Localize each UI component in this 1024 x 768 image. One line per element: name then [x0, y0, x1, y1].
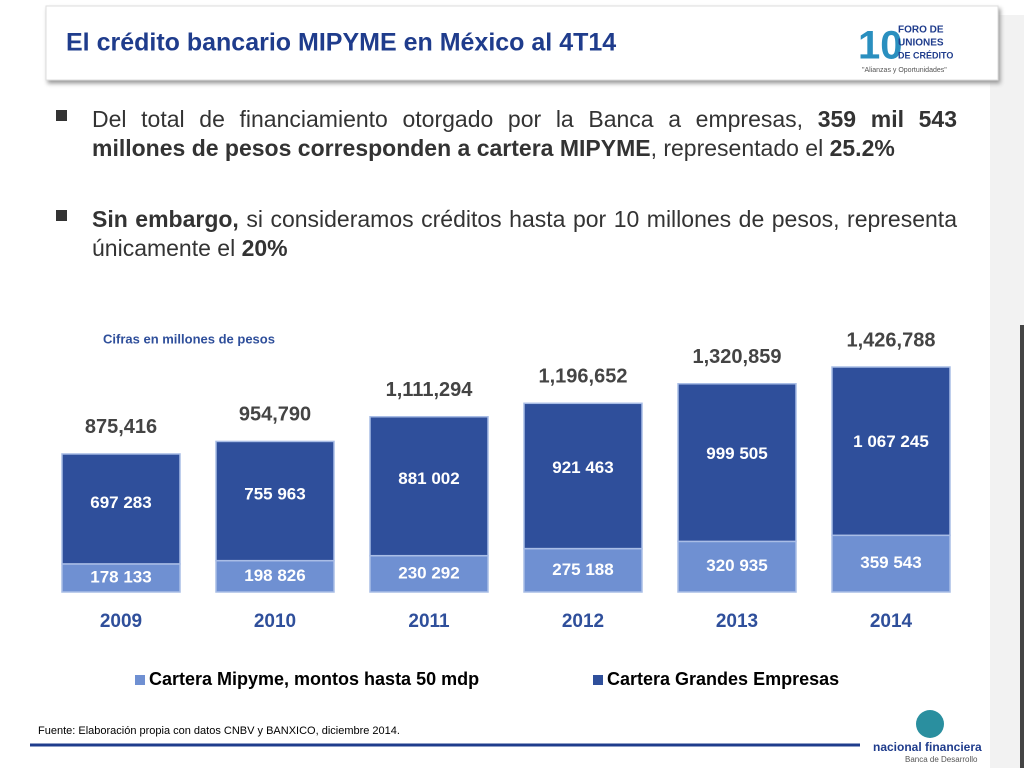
total-label: 875,416 — [85, 416, 157, 438]
bullet: Del total de financiamiento otorgado por… — [92, 105, 957, 163]
data-label: 755 963 — [244, 485, 305, 504]
data-label: 198 826 — [244, 566, 305, 585]
bar-segment — [677, 540, 797, 593]
x-tick-label: 2009 — [100, 611, 142, 632]
total-label: 1,320,859 — [693, 346, 782, 368]
bullet-marker — [56, 210, 67, 221]
title-box — [45, 5, 999, 81]
x-tick-label: 2010 — [254, 611, 296, 632]
bar-segment — [61, 563, 181, 593]
bullet: Sin embargo, si consideramos créditos ha… — [92, 205, 957, 263]
text: 20% — [241, 235, 288, 261]
total-label: 1,111,294 — [386, 379, 474, 401]
logo-text: FORO DE — [898, 25, 944, 36]
total-label: 954,790 — [239, 404, 311, 426]
frame-edge — [1020, 325, 1024, 768]
text: 359 mil 543 millones de pesos correspond… — [92, 106, 957, 161]
text: Sin embargo, — [92, 206, 239, 232]
logo-text: "Alianzas y Oportunidades" — [862, 67, 947, 74]
total-label: 1,426,788 — [847, 329, 936, 351]
x-tick-label: 2012 — [562, 611, 604, 632]
total-label: 1,196,652 — [539, 366, 628, 388]
bar-segment — [677, 383, 797, 543]
text: Del total de financiamiento otorgado por… — [92, 106, 818, 132]
data-label: 697 283 — [90, 493, 151, 512]
bar-segment — [215, 559, 335, 593]
data-label: 921 463 — [552, 458, 613, 477]
logo-text: UNIONES — [898, 38, 944, 49]
bar-segment — [215, 440, 335, 562]
data-label: 881 002 — [398, 469, 459, 488]
bar-segment — [61, 453, 181, 565]
chart-note: Cifras en millones de pesos — [103, 331, 275, 346]
bullet-marker — [56, 110, 67, 121]
bar-segment — [369, 416, 489, 557]
data-label: 1 067 245 — [853, 432, 929, 451]
text: si consideramos créditos hasta por 10 mi… — [92, 206, 957, 261]
x-tick-label: 2013 — [716, 611, 758, 632]
footer-logo: Banca de Desarrollo — [905, 755, 978, 764]
text: 25.2% — [829, 135, 895, 161]
data-label: 275 188 — [552, 560, 613, 579]
slide-title: El crédito bancario MIPYME en México al … — [66, 29, 616, 57]
footer-logo: nacional financiera — [873, 740, 982, 754]
bar-segment — [523, 547, 643, 593]
bar-segment — [523, 402, 643, 550]
logo-text: DE CRÉDITO — [898, 50, 953, 60]
legend-marker — [135, 675, 145, 685]
data-label: 359 543 — [860, 553, 921, 572]
bar-segment — [831, 366, 951, 537]
logo-mark — [916, 710, 944, 738]
bar-segment — [831, 534, 951, 593]
legend-label: Cartera Mipyme, montos hasta 50 mdp — [149, 669, 479, 689]
data-label: 230 292 — [398, 563, 459, 582]
text: , representado el — [650, 135, 830, 161]
frame-edge — [990, 15, 1024, 768]
x-tick-label: 2011 — [408, 611, 450, 632]
legend-marker — [593, 675, 603, 685]
logo-text: 10 — [858, 24, 903, 68]
data-label: 999 505 — [706, 444, 767, 463]
legend-label: Cartera Grandes Empresas — [607, 669, 839, 689]
data-label: 320 935 — [706, 556, 767, 575]
x-tick-label: 2014 — [870, 611, 913, 632]
data-label: 178 133 — [90, 567, 151, 586]
source: Fuente: Elaboración propia con datos CNB… — [38, 725, 400, 737]
